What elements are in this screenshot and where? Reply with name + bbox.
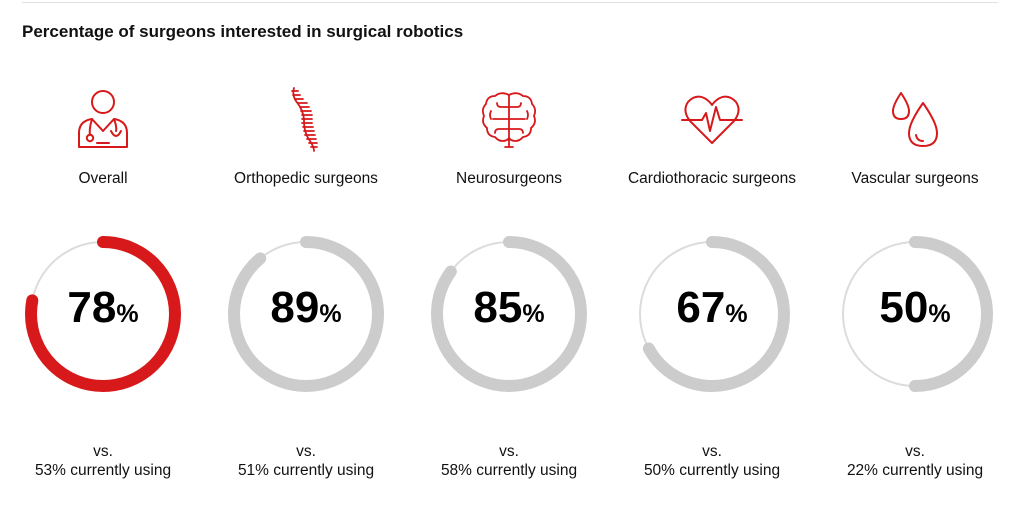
category-label: Overall bbox=[78, 170, 128, 187]
spine-icon bbox=[206, 84, 406, 154]
donut-arc bbox=[228, 236, 384, 392]
chart-title: Percentage of surgeons interested in sur… bbox=[22, 22, 464, 41]
currently-using-label: 51% currently using bbox=[237, 462, 375, 479]
chart-column: Orthopedic surgeons 89% vs. 51% currently u… bbox=[206, 84, 406, 504]
donut-ring bbox=[835, 234, 995, 394]
percent-sign: % bbox=[928, 300, 951, 328]
donut-ring bbox=[23, 234, 183, 394]
blood-drop-icon bbox=[815, 84, 1015, 154]
donut-arc bbox=[634, 236, 790, 392]
comparison-text: vs. 58% currently using bbox=[409, 442, 609, 480]
chart-column: Neurosurgeons 85% vs. 58% currently using bbox=[409, 84, 609, 504]
currently-using-label: 58% currently using bbox=[440, 462, 578, 479]
vs-label: vs. bbox=[702, 443, 722, 460]
top-divider bbox=[22, 2, 998, 3]
chart-column: Vascular surgeons 50% vs. 22% currently usi… bbox=[815, 84, 1015, 504]
value-label: 50% bbox=[815, 286, 1015, 330]
chart-column: Cardiothoracic surgeons 67% vs. 50% current… bbox=[612, 84, 812, 504]
vs-label: vs. bbox=[93, 443, 113, 460]
category-label: Neurosurgeons bbox=[456, 170, 562, 187]
donut-arc bbox=[25, 236, 181, 392]
value-number: 50 bbox=[879, 283, 929, 332]
category-label: Orthopedic surgeons bbox=[234, 170, 378, 187]
value-label: 89% bbox=[206, 286, 406, 330]
percent-sign: % bbox=[116, 300, 139, 328]
currently-using-label: 22% currently using bbox=[846, 462, 984, 479]
category-label: Vascular surgeons bbox=[851, 170, 979, 187]
comparison-text: vs. 51% currently using bbox=[206, 442, 406, 480]
comparison-text: vs. 50% currently using bbox=[612, 442, 812, 480]
value-label: 78% bbox=[3, 286, 203, 330]
vs-label: vs. bbox=[296, 443, 316, 460]
comparison-text: vs. 53% currently using bbox=[3, 442, 203, 480]
donut-arc bbox=[431, 236, 587, 392]
donut-ring bbox=[226, 234, 386, 394]
value-label: 67% bbox=[612, 286, 812, 330]
donut-ring bbox=[429, 234, 589, 394]
vs-label: vs. bbox=[905, 443, 925, 460]
percent-sign: % bbox=[725, 300, 748, 328]
category-label: Cardiothoracic surgeons bbox=[627, 170, 796, 187]
value-number: 89 bbox=[270, 283, 320, 332]
vs-label: vs. bbox=[499, 443, 519, 460]
currently-using-label: 53% currently using bbox=[34, 462, 172, 479]
comparison-text: vs. 22% currently using bbox=[815, 442, 1015, 480]
chart-column: Overall 78% vs. 53% currently using bbox=[3, 84, 203, 504]
value-number: 78 bbox=[67, 283, 117, 332]
heart-icon bbox=[612, 84, 812, 154]
value-number: 67 bbox=[676, 283, 726, 332]
percent-sign: % bbox=[522, 300, 545, 328]
currently-using-label: 50% currently using bbox=[643, 462, 781, 479]
donut-arc bbox=[837, 236, 993, 392]
percent-sign: % bbox=[319, 300, 342, 328]
value-label: 85% bbox=[409, 286, 609, 330]
value-number: 85 bbox=[473, 283, 523, 332]
brain-icon bbox=[409, 84, 609, 154]
donut-ring bbox=[632, 234, 792, 394]
doctor-icon bbox=[3, 84, 203, 154]
